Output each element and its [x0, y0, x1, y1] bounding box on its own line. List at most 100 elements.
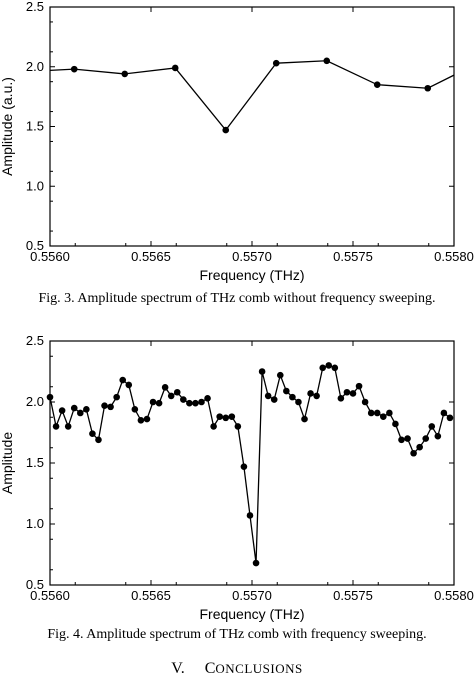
plot-frame — [49, 6, 455, 247]
data-point — [198, 398, 205, 406]
data-point — [367, 409, 375, 417]
chart-fig4: 0.5560 0.5565 0.5570 0.5575 0.5580 0.5 1.0 1.5 2… — [0, 333, 474, 622]
data-point — [137, 417, 145, 424]
x-tick-label: 0.5570 — [232, 249, 272, 264]
data-point — [101, 402, 108, 409]
data-point — [216, 413, 223, 420]
data-point — [355, 382, 363, 390]
data-point — [46, 393, 54, 401]
data-point — [428, 423, 436, 430]
series-line — [49, 60, 455, 132]
data-point — [149, 398, 157, 406]
data-point — [171, 64, 179, 72]
data-point — [373, 81, 381, 88]
data-point — [295, 398, 302, 406]
y-tick-label: 2.0 — [26, 59, 44, 74]
data-point — [373, 409, 381, 417]
data-point — [240, 463, 248, 470]
data-point — [331, 364, 339, 372]
data-point — [422, 435, 430, 442]
data-point — [313, 392, 320, 400]
data-point — [337, 395, 345, 402]
x-axis-title: Frequency (THz) — [199, 606, 304, 622]
data-point — [161, 384, 169, 391]
chart-fig3: 0.5560 0.5565 0.5570 0.5575 0.5580 0.5 1.0 1.5 2… — [0, 0, 474, 283]
plot-frame — [49, 340, 455, 586]
data-point — [210, 423, 217, 430]
data-point — [361, 398, 369, 406]
data-point — [343, 388, 351, 396]
data-point — [113, 393, 120, 401]
series-line — [49, 364, 451, 564]
data-point — [440, 409, 448, 417]
x-tick-label: 0.5565 — [131, 249, 171, 264]
data-point — [173, 388, 181, 396]
data-point — [272, 59, 280, 67]
y-tick-label: 0.5 — [26, 238, 44, 253]
data-point — [89, 430, 96, 438]
x-tick-label: 0.5580 — [434, 249, 474, 264]
data-point — [83, 406, 90, 413]
y-tick-label: 2.0 — [26, 394, 44, 409]
x-tick-label: 0.5575 — [333, 588, 373, 603]
y-tick-label: 2.5 — [26, 0, 44, 14]
data-point — [192, 399, 199, 407]
data-point — [424, 84, 432, 92]
data-point — [180, 396, 187, 403]
data-point — [125, 381, 133, 389]
data-point — [107, 403, 114, 411]
data-point — [392, 420, 399, 428]
data-point — [264, 392, 272, 400]
data-point — [416, 443, 423, 451]
data-point — [222, 414, 230, 422]
section-heading: V. CONCLUSIONS — [0, 660, 474, 678]
data-point — [323, 57, 331, 65]
data-point — [349, 390, 357, 397]
section-numeral: V. — [171, 660, 185, 677]
data-point — [289, 393, 296, 401]
data-point — [307, 390, 314, 397]
data-point — [52, 423, 60, 430]
data-point — [246, 512, 254, 519]
data-point — [70, 404, 78, 412]
data-point — [95, 436, 102, 444]
data-point — [252, 559, 260, 567]
data-point — [204, 395, 211, 402]
y-tick-label: 1.5 — [26, 455, 44, 470]
data-point — [155, 399, 163, 407]
data-point — [434, 432, 442, 440]
data-point — [77, 409, 84, 417]
data-point — [167, 392, 175, 400]
data-point — [234, 423, 242, 430]
y-axis-title: Amplitude — [0, 432, 15, 494]
data-point — [70, 65, 78, 73]
data-point — [446, 414, 454, 422]
data-point — [325, 362, 333, 369]
data-point — [301, 415, 308, 423]
data-point — [410, 449, 417, 457]
data-point — [258, 368, 266, 375]
x-axis-title: Frequency (THz) — [199, 267, 304, 283]
x-tick-label: 0.5580 — [434, 588, 474, 603]
data-point — [186, 399, 193, 407]
x-tick-label: 0.5560 — [30, 249, 70, 264]
data-point — [228, 413, 236, 420]
data-point — [398, 436, 405, 444]
data-point — [222, 126, 230, 134]
data-point — [119, 376, 127, 384]
data-point — [64, 423, 72, 430]
section-title-initial: C — [204, 660, 216, 677]
x-tick-label: 0.5575 — [333, 249, 373, 264]
x-tick-label: 0.5565 — [131, 588, 171, 603]
data-point — [276, 371, 284, 379]
y-tick-label: 1.0 — [26, 178, 44, 193]
data-point — [143, 415, 151, 423]
data-point — [386, 409, 393, 417]
y-tick-label: 1.0 — [26, 516, 44, 531]
data-point — [319, 364, 327, 372]
figure-3-caption: Fig. 3. Amplitude spectrum of THz comb w… — [38, 291, 436, 306]
data-point — [404, 435, 411, 442]
data-point — [131, 406, 139, 413]
figure-4-caption: Fig. 4. Amplitude spectrum of THz comb w… — [47, 627, 427, 642]
x-tick-label: 0.5570 — [232, 588, 272, 603]
